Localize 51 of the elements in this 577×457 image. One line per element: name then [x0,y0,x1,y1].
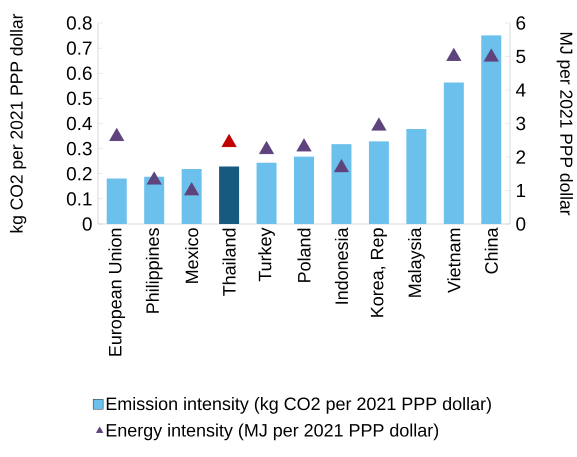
x-tick-label: European Union [108,228,126,356]
bar [182,168,202,224]
point [222,134,237,148]
y-tick-label: 0.1 [66,192,92,206]
y-tick-label: 0.3 [66,142,92,156]
bar [331,144,352,224]
point [334,159,350,172]
y-tick-label: 0.8 [66,16,92,30]
point [484,48,499,62]
bar [294,156,314,224]
y-tick-label: 0 [82,217,92,231]
y-tick-label: 0.6 [66,66,92,80]
x-tick-label: Malaysia [408,228,425,297]
y2-tick-label: 0 [516,217,526,231]
y-tick-label: 0.4 [66,116,92,130]
y-tick-label: 0.5 [66,92,92,106]
bar [219,166,240,224]
bar [444,82,464,224]
x-tick-label: Philippines [146,228,163,313]
bar [406,129,426,224]
y2-tick-label: 5 [516,50,526,64]
x-tick-label: Vietnam [447,228,460,293]
x-tick-label: Turkey [258,228,275,282]
y2-tick-label: 2 [516,150,526,164]
y2-tick-label: 3 [516,116,526,130]
x-tick-label: Poland [297,228,311,282]
point [446,48,462,61]
y2-tick-label: 4 [516,84,526,97]
y2-axis-title: MJ per 2021 PPP dollar [556,32,573,216]
y-tick-label: 0.2 [66,167,92,180]
y2-tick-label: 6 [516,16,526,30]
legend-label: Emission intensity (kg CO2 per 2021 PPP dollar) [106,397,491,414]
x-tick-label: Indonesia [334,228,348,304]
point [109,128,124,142]
point [184,182,200,196]
x-tick-label: Korea, Rep [370,228,387,317]
bar [481,35,502,224]
x-tick-label: Thailand [222,228,236,296]
y-axis-title: kg CO2 per 2021 PPP dollar [10,14,26,232]
point [296,138,312,152]
point [258,140,274,154]
bar [368,141,389,224]
y-tick-label: 0.7 [66,41,92,55]
y2-tick-label: 1 [516,184,526,198]
x-tick-label: China [484,228,498,274]
x-tick-label: Mexico [185,228,198,283]
bar [106,178,127,224]
legend-label: Energy intensity (MJ per 2021 PPP dollar) [106,423,438,440]
bar [256,162,277,224]
point [146,171,162,185]
point [371,117,386,131]
